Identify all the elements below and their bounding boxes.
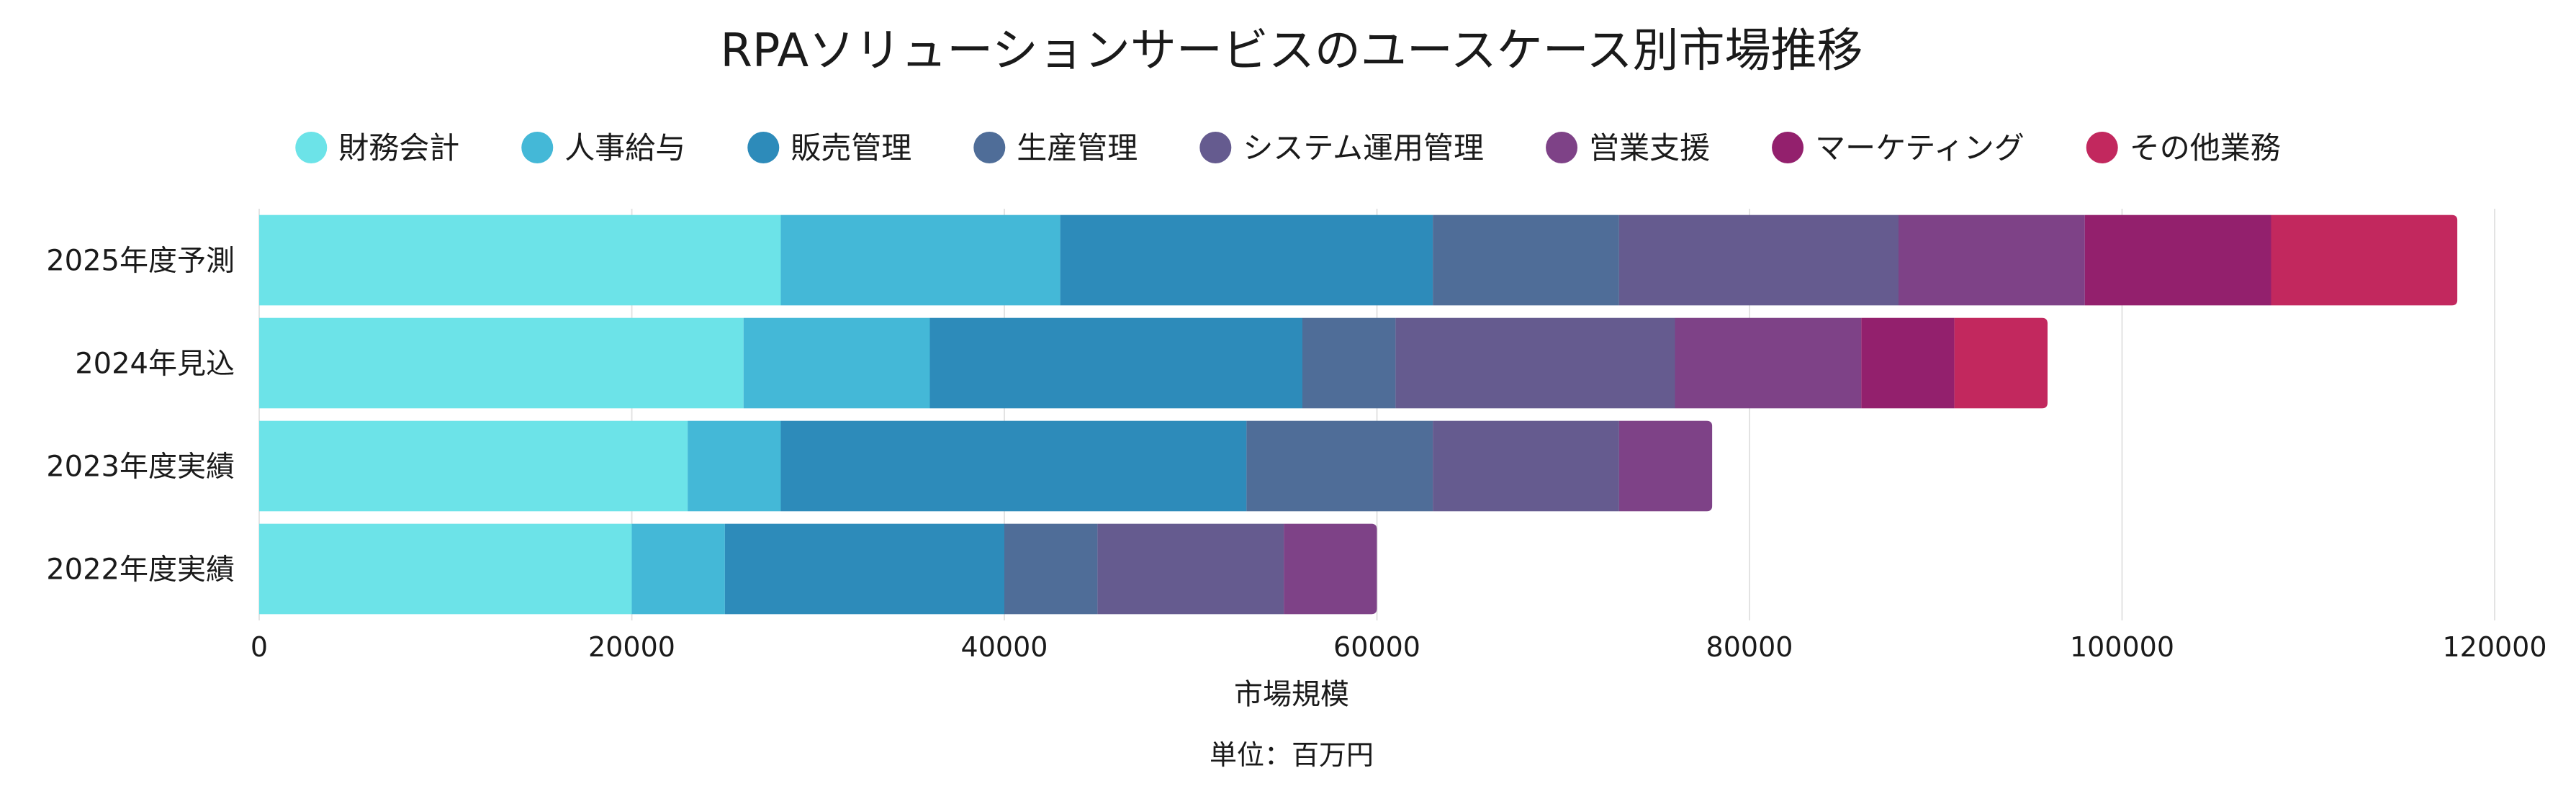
legend-item: システム運用管理: [1199, 130, 1484, 166]
legend-label: システム運用管理: [1243, 130, 1484, 166]
x-tick-label: 60000: [1333, 631, 1420, 663]
bar-segment: [1618, 420, 1713, 512]
bar-segment: [1433, 420, 1619, 512]
bar-segment: [259, 214, 781, 306]
chart-title: RPAソリューションサービスのユースケース別市場推移: [720, 24, 1863, 78]
bar-segment: [1097, 523, 1284, 615]
bar-segment: [1246, 420, 1433, 512]
bar-segment: [1433, 214, 1619, 306]
bar-segment: [1060, 214, 1433, 306]
x-tick-label: 0: [251, 631, 268, 663]
x-tick-label: 120000: [2442, 631, 2546, 663]
legend-label: 販売管理: [791, 130, 911, 166]
legend-swatch: [1199, 132, 1232, 163]
bar-segment: [2084, 214, 2271, 306]
unit-note: 単位：百万円: [1210, 739, 1374, 771]
legend-label: 財務会計: [338, 130, 459, 166]
legend-item: 生産管理: [973, 130, 1138, 166]
legend-item: 人事給与: [521, 130, 685, 166]
bar-group: [259, 317, 2048, 409]
y-tick-label: 2024年見込: [75, 348, 235, 381]
bar-segment: [1395, 317, 1675, 409]
y-axis-tick-labels: 2025年度予測 2024年見込 2023年度実績 2022年度実績: [46, 245, 235, 587]
y-tick-label: 2025年度予測: [46, 245, 235, 278]
bar-segment: [2271, 214, 2458, 306]
legend-item: 財務会計: [295, 130, 459, 166]
bar-segment: [1618, 214, 1899, 306]
legend-item: 営業支援: [1546, 130, 1710, 166]
legend-swatch: [295, 132, 328, 163]
legend-swatch: [747, 132, 780, 163]
bar-group: [259, 420, 1713, 512]
legend-swatch: [521, 132, 554, 163]
legend-swatch: [1772, 132, 1804, 163]
bar-segment: [1861, 317, 1955, 409]
bar-segment: [1004, 523, 1098, 615]
bar-segment: [259, 317, 744, 409]
bar-segment: [259, 420, 688, 512]
legend-swatch: [973, 132, 1006, 163]
bar-segment: [780, 420, 1247, 512]
legend-item: 販売管理: [747, 130, 911, 166]
x-axis-title: 市場規模: [1234, 678, 1349, 711]
bar-segment: [259, 523, 632, 615]
x-tick-label: 80000: [1706, 631, 1793, 663]
bar-segment: [1954, 317, 2048, 409]
x-axis-tick-labels: 0 20000 40000 60000 80000 100000 120000: [251, 631, 2547, 663]
bar-segment: [743, 317, 930, 409]
legend-swatch: [2086, 132, 2118, 163]
legend-item: マーケティング: [1772, 130, 2025, 166]
bar-segment: [1899, 214, 2085, 306]
bar-segment: [724, 523, 1004, 615]
x-tick-label: 40000: [961, 631, 1048, 663]
y-tick-label: 2022年度実績: [46, 553, 235, 587]
legend-label: 営業支援: [1589, 130, 1710, 166]
bar-segment: [1284, 523, 1377, 615]
bar-segment: [1675, 317, 1862, 409]
chart-legend: 財務会計 人事給与 販売管理 生産管理 システム運用管理 営業支援 マーケティング その他業務: [295, 130, 2281, 166]
legend-item: その他業務: [2086, 130, 2281, 166]
bar-segment: [1302, 317, 1396, 409]
bar-group: [259, 214, 2458, 306]
bar-segment: [780, 214, 1060, 306]
legend-label: 生産管理: [1017, 130, 1138, 166]
chart-bars: [259, 214, 2458, 615]
x-tick-label: 100000: [2070, 631, 2174, 663]
bar-group: [259, 523, 1377, 615]
bar-segment: [929, 317, 1302, 409]
bar-segment: [688, 420, 781, 512]
legend-swatch: [1546, 132, 1578, 163]
legend-label: マーケティング: [1815, 130, 2025, 166]
x-tick-label: 20000: [588, 631, 675, 663]
bar-segment: [631, 523, 725, 615]
legend-label: 人事給与: [564, 130, 685, 166]
y-tick-label: 2023年度実績: [46, 451, 235, 484]
legend-label: その他業務: [2130, 130, 2281, 166]
